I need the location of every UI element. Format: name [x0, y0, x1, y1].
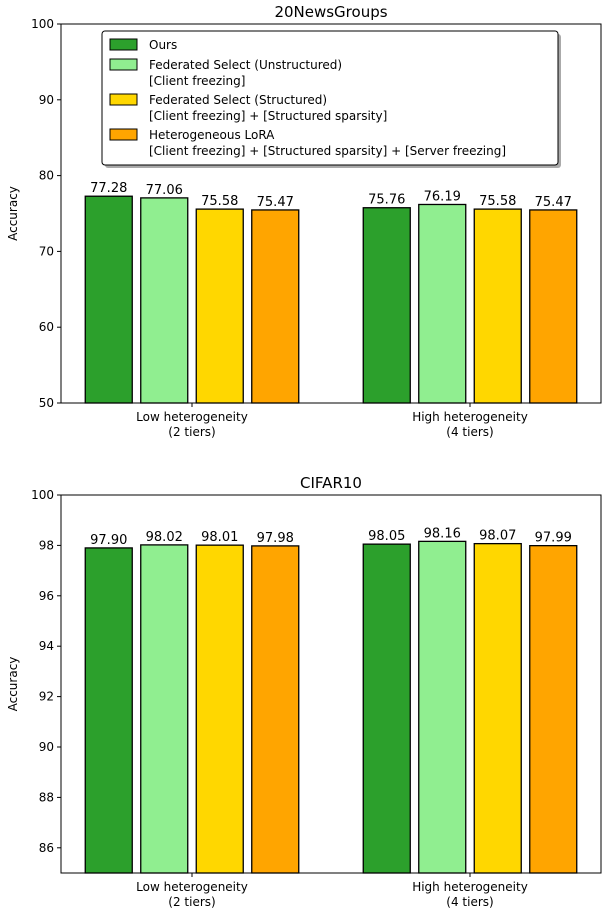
legend: Ours Federated Select (Unstructured) [Clie…	[101, 30, 561, 168]
y-tick-label: 100	[31, 488, 54, 502]
legend-label: [Client freezing]	[149, 74, 245, 88]
data-label: 98.02	[146, 530, 183, 545]
x-tick-label: Low heterogeneity	[136, 880, 248, 894]
data-label: 77.06	[146, 183, 183, 198]
data-label: 75.47	[257, 195, 294, 210]
bar	[473, 208, 522, 404]
y-tick-label: 80	[39, 169, 54, 183]
chart-20newsgroups: 20NewsGroups Accuracy 50 60 70 80 90 100 77.28 75…	[6, 3, 602, 439]
chart-cifar10: CIFAR10 Accuracy 86 88 90 92 94 96 98 100 97.90 98.…	[6, 474, 602, 909]
legend-box	[101, 30, 559, 166]
data-label: 98.01	[201, 530, 238, 545]
data-label: 76.19	[424, 189, 461, 204]
bar	[529, 209, 578, 404]
legend-swatch	[109, 128, 138, 141]
y-tick-label: 50	[39, 396, 54, 410]
data-label: 75.58	[201, 194, 238, 209]
bar	[251, 209, 300, 404]
legend-label: Ours	[149, 38, 177, 52]
y-tick-label: 88	[39, 790, 54, 804]
y-axis-label: Accuracy	[6, 186, 20, 241]
bar	[418, 203, 467, 404]
data-label: 97.98	[257, 531, 294, 546]
data-label: 97.99	[535, 531, 572, 546]
bar	[195, 544, 244, 874]
bar	[362, 207, 411, 404]
bar	[529, 545, 578, 874]
data-label: 97.90	[90, 533, 127, 548]
legend-label: Federated Select (Structured)	[149, 93, 327, 107]
y-tick-label: 70	[39, 244, 54, 258]
bar	[418, 540, 467, 874]
y-tick-label: 90	[39, 93, 54, 107]
legend-swatch	[109, 38, 138, 51]
y-tick-label: 90	[39, 740, 54, 754]
x-tick-label: (2 tiers)	[168, 425, 215, 439]
legend-label: Federated Select (Unstructured)	[149, 58, 342, 72]
y-tick-label: 94	[39, 639, 54, 653]
bar	[251, 545, 300, 874]
bar	[84, 195, 133, 404]
legend-swatch	[109, 93, 138, 106]
x-tick-label: (2 tiers)	[168, 895, 215, 909]
axes-frame	[60, 494, 602, 874]
legend-label: Heterogeneous LoRA	[149, 128, 275, 142]
y-tick-label: 98	[39, 538, 54, 552]
data-label: 75.58	[479, 194, 516, 209]
data-label: 75.76	[368, 193, 405, 208]
data-label: 98.05	[368, 529, 405, 544]
legend-label: [Client freezing] + [Structured sparsity…	[149, 144, 506, 158]
legend-label: [Client freezing] + [Structured sparsity…	[149, 109, 387, 123]
bar	[140, 544, 189, 874]
chart-title: CIFAR10	[300, 474, 362, 492]
x-tick-label: (4 tiers)	[446, 425, 493, 439]
y-axis-label: Accuracy	[6, 657, 20, 712]
x-tick-label: High heterogeneity	[412, 880, 528, 894]
bar	[473, 542, 522, 874]
y-tick-label: 92	[39, 690, 54, 704]
bar	[195, 208, 244, 404]
data-label: 98.16	[424, 526, 461, 541]
data-label: 98.07	[479, 529, 516, 544]
data-label: 75.47	[535, 195, 572, 210]
y-tick-label: 100	[31, 17, 54, 31]
x-tick-label: Low heterogeneity	[136, 410, 248, 424]
y-tick-label: 60	[39, 320, 54, 334]
data-label: 77.28	[90, 181, 127, 196]
bar	[140, 197, 189, 404]
x-tick-label: High heterogeneity	[412, 410, 528, 424]
axes-frame	[60, 23, 602, 404]
y-tick-label: 96	[39, 589, 54, 603]
y-tick-label: 86	[39, 841, 54, 855]
chart-title: 20NewsGroups	[274, 3, 387, 21]
x-tick-label: (4 tiers)	[446, 895, 493, 909]
bar	[362, 543, 411, 874]
legend-swatch	[109, 58, 138, 71]
bar	[84, 547, 133, 874]
